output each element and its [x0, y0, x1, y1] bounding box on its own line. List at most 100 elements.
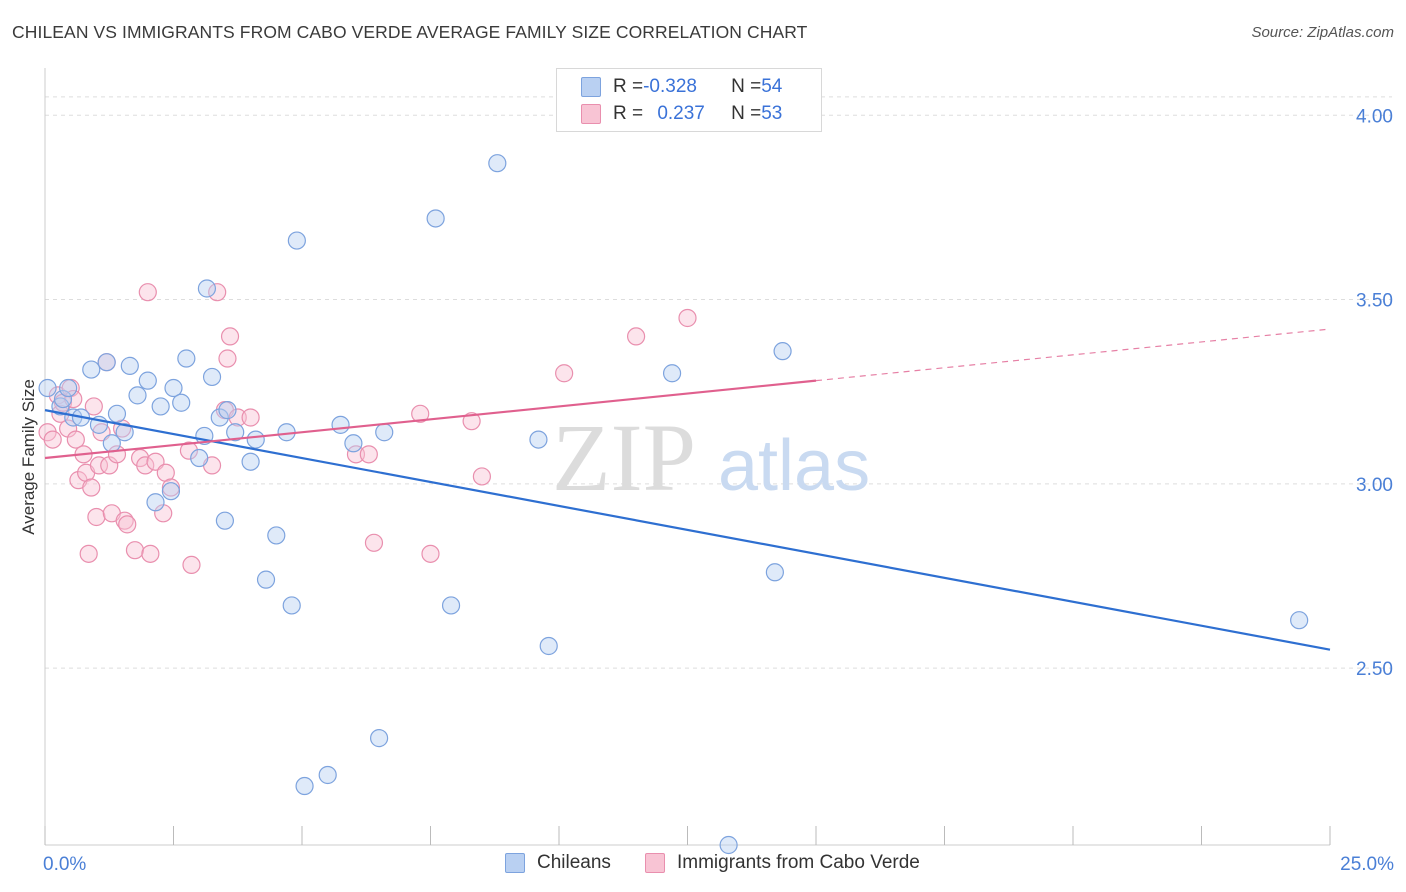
trend-line [44, 379, 817, 460]
legend-label-chileans: Chileans [537, 852, 611, 873]
legend-swatch-blue [581, 77, 601, 97]
y-tick-label: 4.00 [1356, 106, 1393, 127]
trend-lines [44, 328, 1331, 651]
legend-n-label: N = [731, 76, 762, 97]
legend-row-cabo-verde: R = 0.237 N = 53 [581, 102, 782, 126]
data-point [555, 364, 574, 383]
data-point [138, 283, 157, 302]
axes [44, 68, 1331, 846]
data-point [411, 404, 430, 423]
trend-line [44, 409, 1331, 651]
legend-r-value: -0.328 [643, 76, 697, 97]
data-point [287, 231, 306, 250]
data-point [346, 445, 366, 464]
data-point [179, 441, 199, 460]
legend-r-value: 0.237 [657, 103, 705, 124]
data-point [282, 596, 301, 615]
data-point [719, 835, 738, 855]
data-point [87, 507, 106, 527]
data-point [364, 533, 384, 552]
data-point [151, 397, 170, 416]
legend-swatch-blue [505, 853, 525, 873]
watermark-zip: ZIP [552, 404, 696, 511]
data-point [138, 371, 157, 390]
legend-r-label: R = [613, 103, 644, 124]
y-axis-label: Average Family Size [19, 379, 38, 535]
data-point [208, 283, 227, 302]
data-point [462, 412, 481, 431]
data-point [344, 434, 363, 453]
data-point [441, 596, 461, 615]
chart-title: CHILEAN VS IMMIGRANTS FROM CABO VERDE AV… [12, 22, 808, 42]
legend-swatch-pink [645, 853, 665, 873]
data-point [421, 544, 440, 563]
data-point [488, 154, 507, 173]
legend-r-label: R = [613, 76, 644, 97]
data-point [246, 430, 265, 449]
data-point [79, 544, 98, 563]
x-tick-label: 25.0% [1340, 854, 1394, 875]
data-point [202, 367, 222, 387]
data-point [89, 456, 109, 475]
data-point [177, 349, 196, 368]
data-point [164, 378, 183, 398]
gridlines [45, 96, 1392, 669]
data-point [84, 397, 103, 416]
data-point [51, 397, 70, 416]
data-point [82, 360, 101, 379]
data-point [66, 430, 85, 449]
data-point [241, 452, 260, 471]
data-point [678, 308, 697, 328]
watermark-atlas: atlas [718, 426, 870, 506]
data-point [218, 349, 237, 368]
data-point [53, 389, 73, 409]
watermark: ZIP atlas [552, 404, 870, 511]
data-point [662, 364, 682, 383]
data-point [765, 563, 784, 582]
data-point [107, 404, 127, 423]
x-tick-label: 0.0% [43, 854, 86, 875]
data-point [210, 408, 229, 427]
data-point [128, 386, 147, 405]
legend-label-cabo-verde: Immigrants from Cabo Verde [677, 852, 920, 873]
data-point [529, 430, 548, 449]
data-point [773, 342, 792, 361]
data-point [472, 467, 491, 486]
data-point [136, 456, 155, 475]
data-point [146, 493, 165, 512]
data-point [331, 415, 350, 434]
data-point [226, 423, 245, 442]
data-point [125, 541, 145, 560]
legend-n-value: 53 [761, 103, 783, 124]
data-point [1290, 611, 1309, 630]
data-point [267, 526, 286, 545]
legend-item-chileans[interactable]: Chileans [505, 852, 611, 874]
data-point [375, 423, 394, 442]
data-point [115, 423, 134, 442]
y-tick-label: 2.50 [1356, 659, 1393, 680]
data-point [38, 378, 57, 398]
data-point [182, 555, 201, 575]
source-credit: Source: ZipAtlas.com [1251, 24, 1394, 41]
legend-item-cabo-verde[interactable]: Immigrants from Cabo Verde [645, 852, 920, 874]
data-point [370, 729, 389, 748]
data-point [141, 544, 160, 563]
data-point [190, 448, 209, 468]
data-point [318, 765, 337, 785]
data-point [43, 430, 62, 449]
data-point [120, 356, 139, 375]
data-point [82, 478, 101, 497]
data-point [161, 482, 181, 501]
legend-n-value: 54 [761, 76, 783, 97]
data-point [539, 636, 558, 656]
data-point [97, 353, 116, 372]
data-point [215, 511, 234, 530]
series-legend: Chileans Immigrants from Cabo Verde [0, 852, 1406, 876]
correlation-legend: R = -0.328 N = 54 R = 0.237 N = 53 [556, 68, 822, 132]
tick-labels: 2.50 3.00 3.50 4.00 0.0% 25.0% [43, 106, 1394, 875]
data-point [626, 327, 646, 346]
data-point [228, 408, 247, 427]
data-point [172, 393, 191, 412]
y-tick-label: 3.00 [1356, 475, 1393, 496]
